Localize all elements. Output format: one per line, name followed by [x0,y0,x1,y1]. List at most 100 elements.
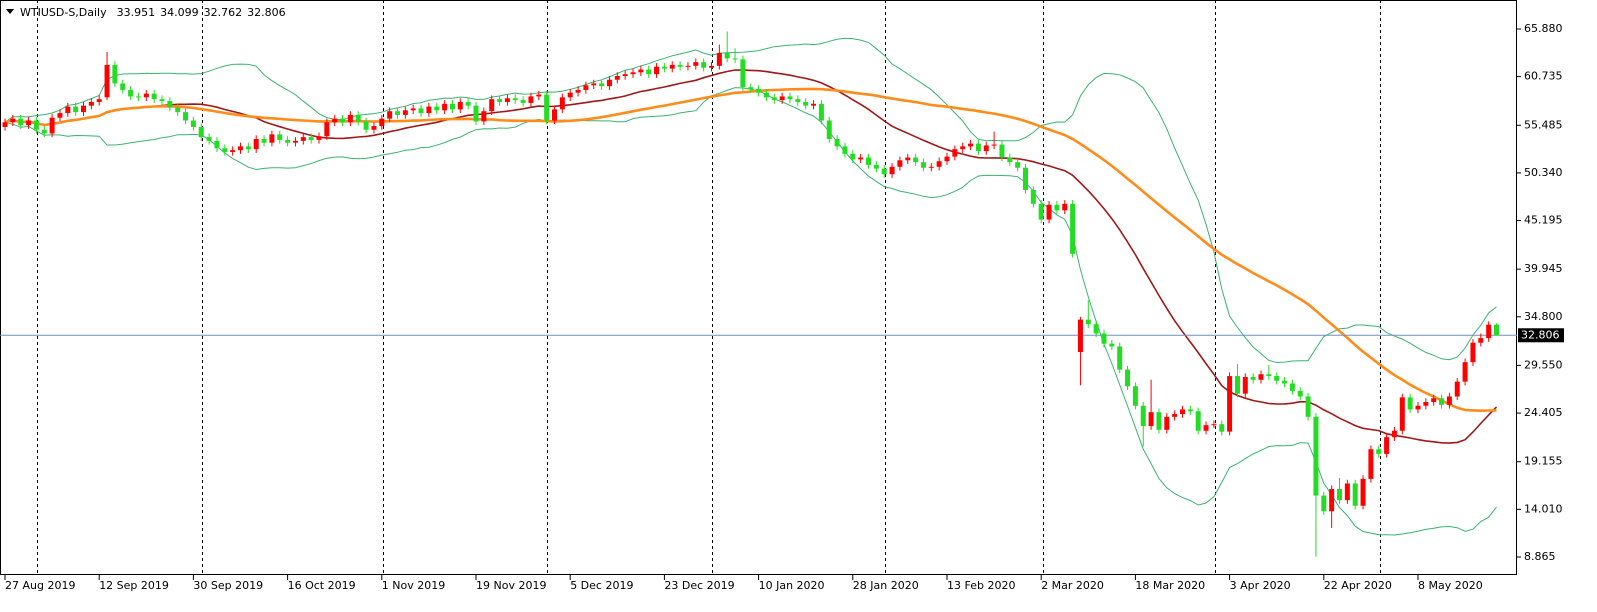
candle-body [536,94,542,97]
candle-body [449,103,455,110]
candle-body [520,100,526,103]
candle-body [748,87,754,89]
candle-body [1132,386,1138,406]
candle-body [253,139,259,150]
candle-body [1384,437,1390,454]
candle-body [622,74,628,77]
candle-body [975,143,981,152]
candle-body [1376,449,1382,454]
candle-body [944,156,950,162]
x-tick-label: 10 Jan 2020 [759,579,825,592]
x-tick-label: 28 Jan 2020 [853,579,919,592]
price-label-box [1518,328,1564,343]
candle-body [559,97,565,110]
candle-body [991,144,997,146]
candle-body [457,101,463,110]
candle-body [120,83,126,90]
candle-body [575,89,581,93]
candle-body [771,97,777,101]
candle-body [434,106,440,111]
candle-body [1054,204,1060,211]
candle-body [842,146,848,154]
candle-body [1329,489,1335,512]
candle-body [81,105,86,113]
candle-body [818,103,824,121]
candle-body [1407,397,1413,410]
candle-body [1227,376,1233,432]
candle-body [1023,167,1028,190]
candle-body [803,101,809,106]
candle-body [1030,189,1036,204]
candle-body [340,118,346,123]
candle-body [1431,398,1437,403]
candle-body [88,101,94,106]
candle-body [1282,380,1288,384]
x-tick-label: 12 Sep 2019 [99,579,169,592]
candle-body [960,146,966,150]
candle-body [1156,412,1162,430]
candle-body [214,140,220,149]
candle-body [112,64,118,84]
candle-body [269,134,275,143]
candle-body [920,162,926,168]
candle-body [897,160,903,167]
candle-body [1172,414,1178,417]
x-tick-label: 23 Dec 2019 [664,579,734,592]
y-tick-label: 45.195 [1524,214,1563,227]
candle-body [151,93,157,100]
collapse-arrow [6,9,14,14]
x-tick-label: 13 Feb 2020 [947,579,1015,592]
candle-body [159,99,165,102]
candle-body [57,113,63,118]
candle-body [277,134,283,140]
candle-body [379,118,385,127]
candle-body [834,139,840,147]
candle-body [913,157,919,163]
candle-body [1195,411,1201,431]
candle-body [1470,342,1476,363]
y-tick-label: 14.010 [1524,502,1563,515]
candle-body [96,99,102,102]
candle-body [952,149,958,157]
candle-body [324,122,330,137]
candle-body [1125,369,1131,387]
high-value: 34.099 [160,6,199,19]
candle-body [1187,409,1193,412]
candle-body [1234,376,1240,394]
candle-body [591,83,597,86]
close-value: 32.806 [247,6,286,19]
candle-body [49,117,55,134]
candle-body [1093,324,1099,334]
candle-body [473,105,479,122]
candle-body [504,98,510,102]
candle-body [1423,402,1429,406]
candle-body [1297,390,1303,397]
candle-body [599,83,605,87]
candle-body [724,52,730,59]
candle-body [1337,489,1342,501]
open-value: 33.951 [117,6,156,19]
candle-body [198,126,204,138]
candle-body [779,96,785,101]
candle-body [756,88,762,93]
x-tick-label: 22 Apr 2020 [1324,579,1392,592]
candle-body [1046,204,1052,220]
candle-body [1360,478,1366,506]
candle-body [1164,416,1170,430]
chart-header: WTIUSD-S,Daily 33.951 34.099 32.762 32.806 [20,6,286,19]
bollinger-upper [4,37,1497,364]
candle-body [465,101,471,106]
candle-body [889,166,895,175]
candle-body [936,161,942,167]
candle-body [481,111,487,122]
candle-body [567,92,573,98]
candle-body [552,109,557,121]
candle-body [1148,412,1154,427]
candle-body [1494,324,1499,336]
candle-body [1109,343,1115,347]
candle-body [1368,449,1374,479]
candle-body [347,114,353,123]
candle-body [395,111,400,115]
candle-body [355,114,361,122]
